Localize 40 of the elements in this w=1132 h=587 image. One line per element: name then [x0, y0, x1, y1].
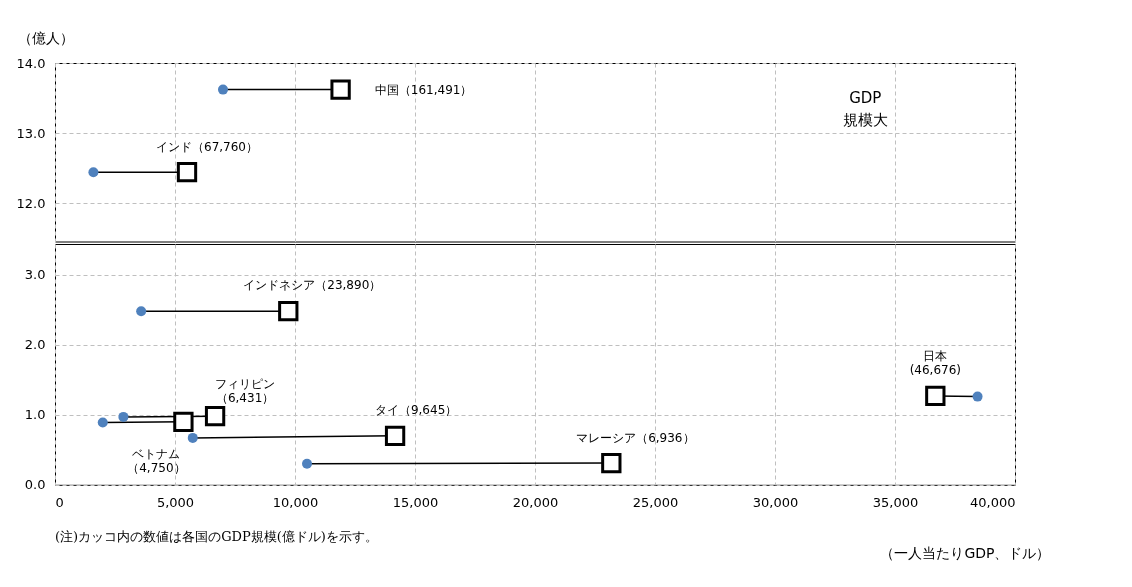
x-tick-label: 15,000 [392, 495, 439, 511]
x-tick-label: 10,000 [272, 495, 319, 511]
point [97, 417, 108, 428]
y-tick-label: 13.0 [16, 125, 46, 141]
annotation: フィリピン（6,431） [215, 377, 276, 406]
annotation: インド（67,760） [156, 140, 258, 155]
x-tick-label: 30,000 [752, 495, 799, 511]
point [925, 385, 946, 407]
point [302, 458, 312, 469]
y-tick-label: 3.0 [24, 267, 46, 283]
x-tick-label: 5,000 [156, 495, 195, 511]
x-tick-label: 40,000 [970, 495, 1016, 511]
point [278, 301, 299, 322]
x-tick-label: 0 [55, 495, 64, 511]
point [187, 432, 198, 443]
annotation: 日本(46,676) [909, 348, 961, 377]
x-tick-label: 25,000 [632, 495, 679, 511]
y-tick-label: 12.0 [16, 195, 46, 211]
point [118, 411, 129, 422]
annotation: タイ（9,645） [374, 402, 458, 417]
annotation: マレーシア（6,936） [576, 431, 695, 446]
point [173, 411, 194, 432]
point [384, 425, 406, 446]
x-tick-label: 35,000 [872, 495, 919, 511]
y-tick-label: 2.0 [24, 337, 46, 353]
point [972, 391, 983, 402]
y-tick-label: 1.0 [24, 407, 46, 423]
x-tick-label: 20,000 [512, 495, 559, 511]
y-tick-label: 14.0 [16, 55, 46, 71]
annotation: 中国（161,491） [374, 82, 473, 97]
annotation: ベトナム（4,750） [127, 446, 186, 475]
y-axis-title: （億人） [17, 29, 74, 46]
y-tick-label: 0.0 [24, 477, 46, 493]
annotation: インドネシア（23,890） [243, 278, 382, 293]
text: (注)カッコ内の数値は各国のGDP規模(億ドル)を示す。 [55, 528, 378, 544]
annotation: GDP 規模大 [842, 89, 888, 129]
point [601, 452, 622, 474]
point [136, 306, 147, 317]
point [204, 406, 226, 427]
x-axis-title: （一人当たりGDP、ドル） [880, 545, 1051, 562]
